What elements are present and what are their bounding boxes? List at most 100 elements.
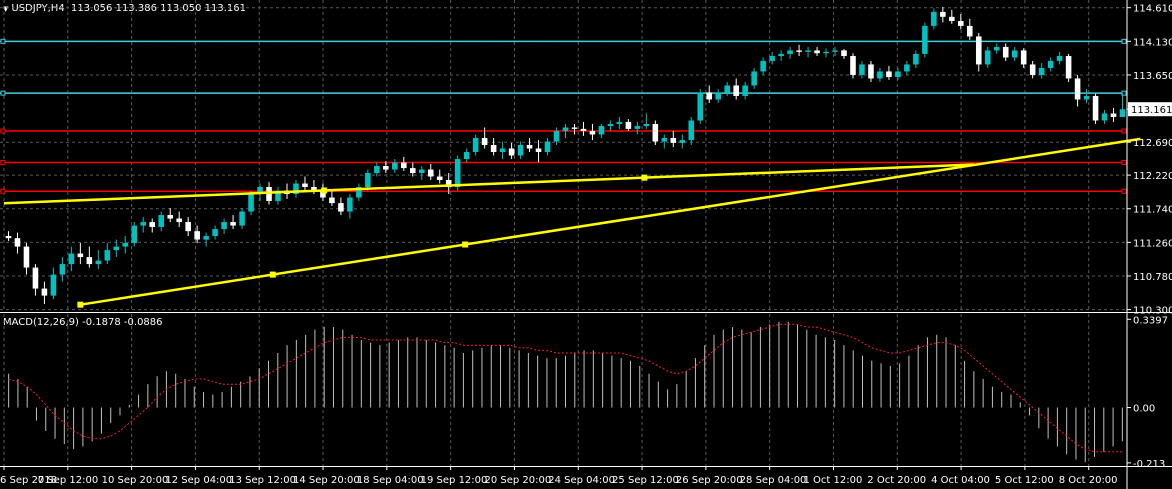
current-price-label: 113.161 [1131, 105, 1172, 116]
support-anchor-right [1121, 160, 1127, 166]
candle-body [427, 169, 434, 177]
y-tick-label: 113.650 [1133, 71, 1172, 82]
candle-body [814, 50, 820, 54]
candle-body [239, 211, 245, 226]
candle-body [634, 126, 641, 129]
candle-body [742, 85, 748, 96]
candle-body [966, 25, 973, 37]
channel-anchor [269, 271, 276, 278]
candle-body [1083, 95, 1090, 100]
candle-body [553, 130, 560, 142]
candle-body [176, 218, 182, 223]
channel-lines [3, 137, 1141, 308]
candle-body [958, 21, 964, 26]
candle-body [1020, 50, 1027, 65]
candle-body [104, 250, 111, 261]
candle-body [1119, 109, 1126, 117]
candle-body [940, 11, 946, 17]
candle-body [50, 274, 57, 296]
candle-body [113, 246, 120, 251]
candle-body [374, 166, 380, 174]
grid [0, 0, 1127, 466]
candle-body [832, 50, 838, 52]
horizontal-levels [0, 38, 1127, 194]
y-tick-label: 114.610 [1133, 4, 1172, 15]
x-tick-label: 4 Oct 04:00 [931, 475, 990, 486]
candle-body [984, 50, 991, 65]
y-tick-label: 114.130 [1133, 37, 1172, 48]
candle-body [975, 36, 982, 65]
candle-body [140, 222, 147, 226]
y-tick-label: 110.300 [1133, 306, 1172, 317]
candle-body [841, 50, 847, 57]
candle-body [607, 123, 614, 127]
support-anchor-right [1121, 128, 1127, 134]
macd-y-tick-label: 0.00 [1133, 404, 1155, 415]
candle-body [913, 53, 919, 65]
x-tick-label: 14 Sep 20:00 [293, 475, 360, 486]
x-tick-label: 10 Sep 20:00 [102, 475, 169, 486]
candle-body [221, 222, 227, 230]
candle-body [1038, 67, 1045, 75]
candle-body [922, 25, 928, 54]
candle-body [131, 225, 138, 244]
dropdown-arrow-icon[interactable]: ▼ [3, 5, 9, 13]
symbol-label: USDJPY,H4 [11, 3, 65, 14]
x-tick-label: 19 Sep 12:00 [421, 475, 488, 486]
candle-body [418, 169, 425, 174]
candle-body [778, 53, 784, 57]
candle-body [1101, 113, 1108, 121]
x-tick-label: 18 Sep 04:00 [357, 475, 424, 486]
candle-body [787, 50, 793, 54]
x-tick-label: 25 Sep 12:00 [612, 475, 679, 486]
candle-body [23, 246, 30, 268]
candle-body [167, 215, 173, 219]
candle-body [823, 51, 829, 54]
x-tick-label: 28 Sep 04:00 [740, 475, 807, 486]
candle-body [724, 85, 730, 93]
candle-body [203, 236, 209, 240]
candle-body [697, 92, 704, 121]
candle-body [769, 56, 775, 61]
candle-body [158, 215, 165, 227]
y-tick-label: 110.780 [1133, 272, 1172, 283]
candle-body [877, 71, 883, 79]
candle-body [302, 183, 308, 188]
candle-body [733, 85, 739, 96]
resistance-anchor-left [0, 38, 6, 44]
candle-body [805, 50, 811, 52]
x-tick-label: 6 Sep 2018 [0, 475, 57, 486]
candle-body [949, 16, 955, 22]
candle-body [41, 288, 48, 296]
candle-body [194, 231, 200, 240]
resistance-anchor-left [0, 90, 6, 96]
support-anchor-left [0, 160, 6, 166]
candle-body [5, 236, 12, 239]
candle-body [472, 137, 479, 152]
candle-body [248, 194, 254, 212]
candle-body [859, 64, 865, 75]
macd-y-tick-label: -0.213 [1133, 459, 1165, 470]
channel-anchor [77, 301, 84, 308]
candle-body [1029, 64, 1036, 75]
y-tick-label: 111.740 [1133, 205, 1172, 216]
candle-body [409, 168, 416, 174]
macd-y-tick-label: 0.3397 [1133, 315, 1168, 326]
candle-body [311, 187, 317, 191]
ohlc-values: 113.056 113.386 113.050 113.161 [71, 3, 246, 14]
channel-anchor [321, 187, 328, 194]
candle-body [445, 180, 452, 188]
candle-body [760, 60, 766, 72]
candle-body [751, 71, 757, 86]
candle-body [356, 187, 362, 198]
candle-body [320, 190, 326, 198]
candle-body [329, 197, 335, 204]
candle-body [59, 264, 66, 275]
candle-body [715, 92, 722, 100]
candle-body [670, 137, 677, 143]
candle-body [886, 71, 892, 78]
x-tick-label: 2 Oct 20:00 [867, 475, 926, 486]
candle-body [1065, 56, 1072, 79]
